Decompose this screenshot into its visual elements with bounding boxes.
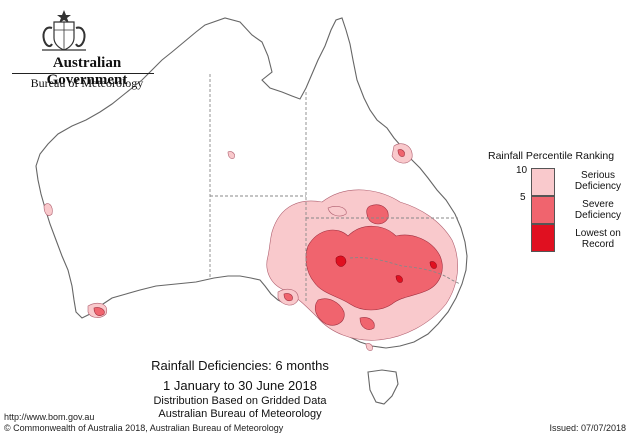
caption-source: Australian Bureau of Meteorology <box>158 408 322 420</box>
footer-url: http://www.bom.gov.au <box>4 412 95 422</box>
legend-swatch-lowest <box>531 224 555 252</box>
legend-tick-10: 10 <box>516 165 528 176</box>
government-name: Australian Government <box>46 55 128 88</box>
caption-dates: 1 January to 30 June 2018 <box>163 378 317 393</box>
caption-method: Distribution Based on Gridded Data <box>153 395 327 407</box>
legend-tick-5: 5 <box>520 192 526 203</box>
header-divider <box>12 73 154 74</box>
bureau-name: Bureau of Meteorology <box>30 76 144 90</box>
footer-issued-date: Issued: 07/07/2018 <box>549 423 626 433</box>
coat-of-arms-icon <box>42 10 86 51</box>
legend-label-lowest: Lowest on Record <box>575 228 621 250</box>
legend-label-serious: Serious Deficiency <box>574 170 622 192</box>
severe-deficiency-areas <box>93 149 443 330</box>
legend-label-severe: Severe Deficiency <box>574 199 622 221</box>
legend-swatch-serious <box>531 168 555 196</box>
tasmania <box>367 369 399 405</box>
footer-copyright: © Commonwealth of Australia 2018, Austra… <box>4 423 284 433</box>
legend-swatch-severe <box>531 196 555 224</box>
legend-title: Rainfall Percentile Ranking <box>488 150 615 162</box>
lowest-on-record-areas <box>335 255 437 283</box>
caption-title: Rainfall Deficiencies: 6 months <box>151 358 329 373</box>
state-borders <box>209 74 461 302</box>
